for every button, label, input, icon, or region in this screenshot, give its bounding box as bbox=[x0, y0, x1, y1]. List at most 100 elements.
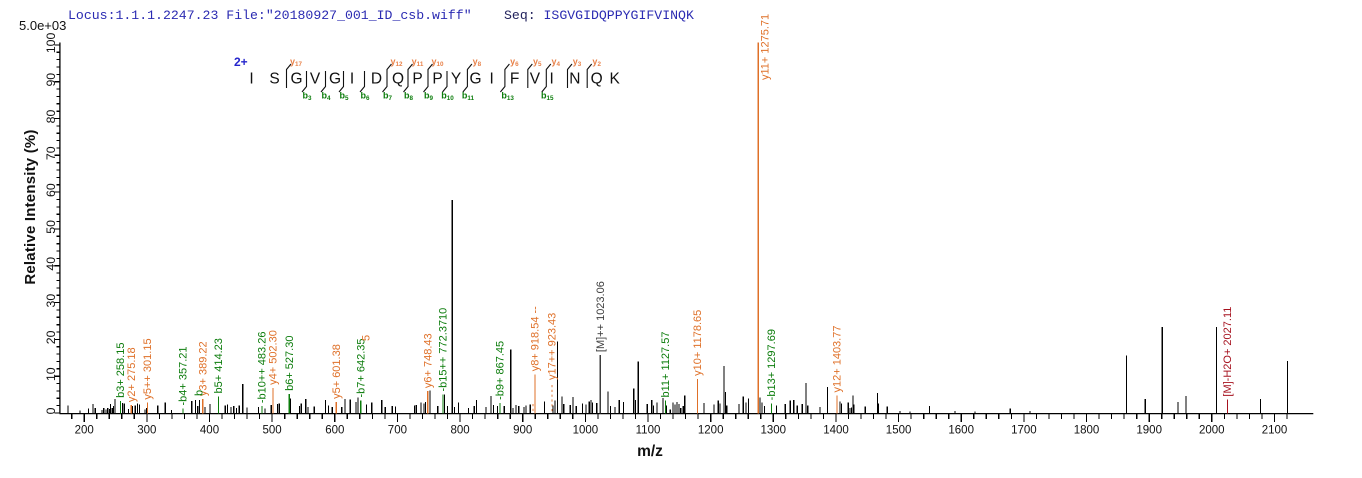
svg-text:40: 40 bbox=[44, 257, 58, 271]
svg-text:b11: b11 bbox=[462, 90, 475, 102]
svg-text:P: P bbox=[412, 71, 422, 88]
svg-text:Q: Q bbox=[392, 71, 404, 88]
svg-text:y12: y12 bbox=[390, 56, 403, 68]
svg-text:y5: y5 bbox=[533, 56, 542, 68]
svg-text:1900: 1900 bbox=[1136, 425, 1162, 437]
svg-text:y6+ 748.43: y6+ 748.43 bbox=[422, 333, 434, 388]
svg-text:b3+ 258.15: b3+ 258.15 bbox=[115, 343, 127, 398]
svg-text:5.0e+03: 5.0e+03 bbox=[19, 18, 66, 33]
svg-text:y10: y10 bbox=[431, 56, 444, 68]
svg-text:700: 700 bbox=[388, 425, 407, 437]
svg-text:2000: 2000 bbox=[1199, 425, 1225, 437]
svg-text:I: I bbox=[490, 71, 494, 88]
svg-text:y17: y17 bbox=[290, 56, 303, 68]
svg-text:b3: b3 bbox=[302, 90, 312, 102]
svg-text:200: 200 bbox=[75, 425, 94, 437]
svg-text:500: 500 bbox=[263, 425, 282, 437]
svg-text:400: 400 bbox=[200, 425, 219, 437]
svg-text:5: 5 bbox=[361, 335, 373, 341]
svg-text:y8: y8 bbox=[473, 56, 482, 68]
svg-text:y11: y11 bbox=[412, 56, 424, 68]
svg-text:y3+ 389.22: y3+ 389.22 bbox=[197, 341, 209, 396]
svg-text:b8: b8 bbox=[404, 90, 414, 102]
svg-text:900: 900 bbox=[513, 425, 532, 437]
svg-text:I: I bbox=[249, 71, 253, 88]
svg-text:y3: y3 bbox=[573, 56, 582, 68]
svg-text:D: D bbox=[371, 71, 382, 88]
svg-text:2100: 2100 bbox=[1262, 425, 1288, 437]
svg-text:60: 60 bbox=[44, 183, 58, 197]
svg-text:y17++ 923.43: y17++ 923.43 bbox=[547, 313, 559, 380]
svg-text:ISGVGIDQPPYGIFVINQK: ISGVGIDQPPYGIFVINQK bbox=[544, 8, 694, 23]
svg-text:1100: 1100 bbox=[636, 425, 661, 437]
svg-text:b10: b10 bbox=[441, 90, 454, 102]
svg-text:90: 90 bbox=[44, 73, 58, 87]
svg-text:y10+ 1178.65: y10+ 1178.65 bbox=[692, 310, 704, 376]
svg-text:y5+ 601.38: y5+ 601.38 bbox=[331, 344, 343, 399]
svg-text:F: F bbox=[510, 71, 519, 88]
svg-text:b5+ 414.23: b5+ 414.23 bbox=[213, 338, 225, 393]
svg-text:[M]++ 1023.06: [M]++ 1023.06 bbox=[595, 281, 607, 352]
svg-text:1000: 1000 bbox=[573, 425, 599, 437]
svg-text:1800: 1800 bbox=[1074, 425, 1100, 437]
svg-text:30: 30 bbox=[44, 294, 58, 308]
svg-text:1500: 1500 bbox=[886, 425, 912, 437]
svg-text:600: 600 bbox=[325, 425, 344, 437]
svg-text:-b9+ 867.45: -b9+ 867.45 bbox=[495, 341, 507, 400]
svg-text:m/z: m/z bbox=[637, 443, 663, 460]
svg-text:S: S bbox=[269, 71, 279, 88]
svg-text:y2+ 275.18: y2+ 275.18 bbox=[126, 347, 138, 402]
svg-text:b5: b5 bbox=[339, 90, 349, 102]
svg-text:G: G bbox=[469, 71, 481, 88]
svg-text:y4+ 502.30: y4+ 502.30 bbox=[268, 330, 280, 385]
svg-text:b: b bbox=[194, 390, 206, 396]
svg-text:1300: 1300 bbox=[761, 425, 787, 437]
svg-text:b11+ 1127.57: b11+ 1127.57 bbox=[660, 332, 672, 398]
svg-text:y4: y4 bbox=[552, 56, 561, 68]
svg-text:2+: 2+ bbox=[234, 55, 248, 69]
svg-text:y8+ 918.54 --: y8+ 918.54 -- bbox=[530, 306, 542, 371]
svg-text:b13: b13 bbox=[501, 90, 514, 102]
svg-text:1600: 1600 bbox=[948, 425, 974, 437]
svg-text:Y: Y bbox=[451, 71, 461, 88]
svg-text:b15: b15 bbox=[541, 90, 554, 102]
svg-text:b9: b9 bbox=[424, 90, 434, 102]
svg-text:-b10++ 483.26: -b10++ 483.26 bbox=[256, 332, 268, 404]
svg-text:b4: b4 bbox=[321, 90, 331, 102]
svg-text:I: I bbox=[350, 71, 354, 88]
svg-text:-b15++ 772.3710: -b15++ 772.3710 bbox=[438, 308, 450, 392]
svg-text:I: I bbox=[549, 71, 553, 88]
svg-text:Locus:1.1.1.2247.23 File:"201: Locus:1.1.1.2247.23 File:"20180927_001_I… bbox=[68, 8, 472, 23]
svg-text:1200: 1200 bbox=[698, 425, 724, 437]
svg-text:[M]-H2O+ 2027.11: [M]-H2O+ 2027.11 bbox=[1222, 307, 1234, 397]
svg-text:Seq:: Seq: bbox=[504, 8, 536, 23]
svg-text:10: 10 bbox=[44, 367, 58, 381]
svg-text:800: 800 bbox=[451, 425, 470, 437]
svg-text:V: V bbox=[310, 71, 321, 88]
svg-text:P: P bbox=[432, 71, 442, 88]
svg-text:y12+ 1403.77: y12+ 1403.77 bbox=[832, 326, 844, 393]
svg-text:1400: 1400 bbox=[823, 425, 849, 437]
svg-text:-b13+ 1297.69: -b13+ 1297.69 bbox=[766, 329, 778, 400]
svg-text:-b7+ 642.35: -b7+ 642.35 bbox=[355, 338, 367, 397]
svg-text:50: 50 bbox=[44, 220, 58, 234]
svg-text:G: G bbox=[329, 71, 341, 88]
svg-text:b6: b6 bbox=[360, 90, 370, 102]
svg-text:G: G bbox=[290, 71, 302, 88]
svg-text:300: 300 bbox=[137, 425, 156, 437]
svg-text:b6+ 527.30: b6+ 527.30 bbox=[284, 336, 296, 391]
svg-text:Relative Intensity (%): Relative Intensity (%) bbox=[22, 129, 39, 284]
svg-text:20: 20 bbox=[44, 330, 58, 344]
svg-text:N: N bbox=[569, 71, 580, 88]
svg-text:100: 100 bbox=[44, 32, 58, 53]
svg-text:80: 80 bbox=[44, 110, 58, 124]
svg-text:Q: Q bbox=[591, 71, 603, 88]
svg-text:y6: y6 bbox=[510, 56, 519, 68]
svg-text:70: 70 bbox=[44, 146, 58, 160]
svg-text:b7: b7 bbox=[383, 90, 393, 102]
svg-text:0: 0 bbox=[44, 407, 58, 414]
svg-text:y2: y2 bbox=[592, 56, 601, 68]
svg-text:V: V bbox=[530, 71, 541, 88]
svg-text:K: K bbox=[610, 71, 621, 88]
svg-text:-b4+ 357.21: -b4+ 357.21 bbox=[177, 346, 189, 405]
